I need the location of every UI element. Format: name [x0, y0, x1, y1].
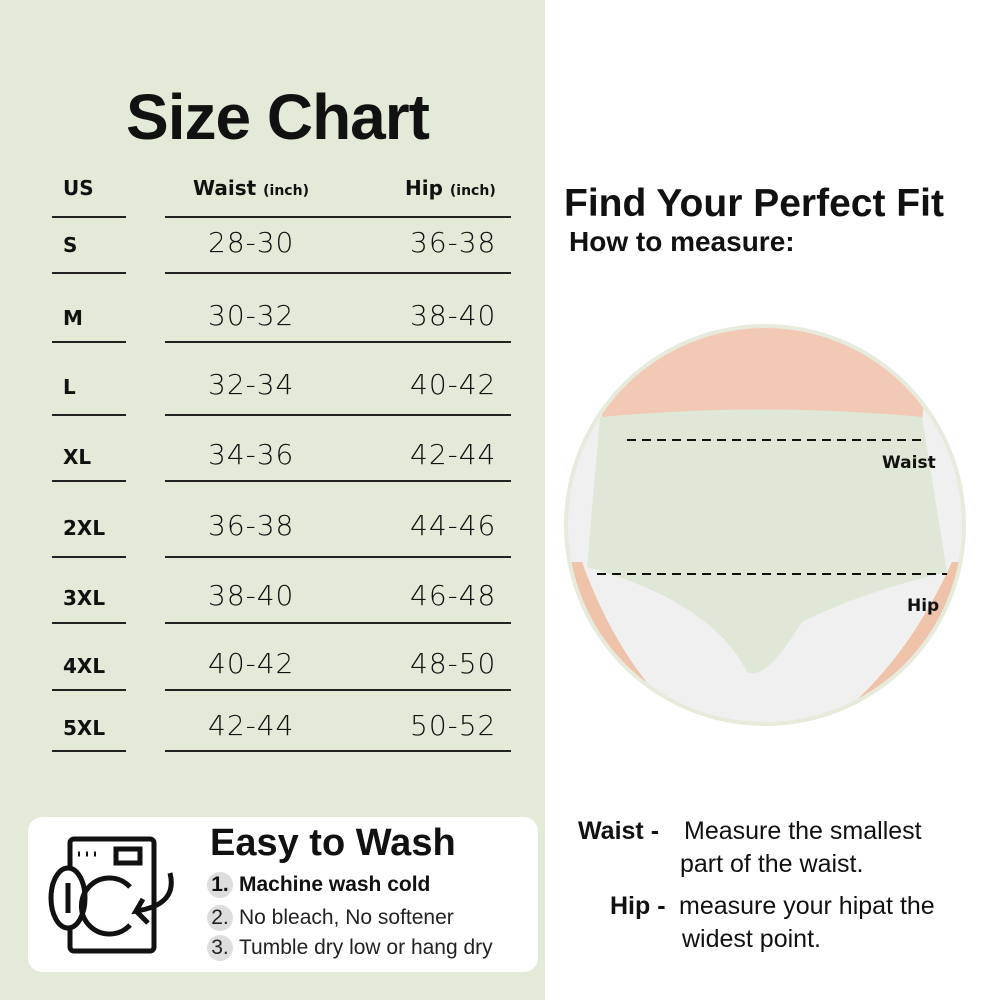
waist-value: 32-34 [208, 368, 295, 401]
header-hip-label: Hip [405, 176, 443, 200]
wash-item: 1. Machine wash cold [207, 872, 430, 898]
size-label: S [63, 233, 78, 257]
wash-item-number: 1. [207, 872, 233, 898]
hip-value: 36-38 [410, 226, 497, 259]
divider [165, 341, 511, 343]
waist-value: 40-42 [208, 647, 295, 680]
wash-item-number: 3. [207, 935, 233, 961]
wash-item-number: 2. [207, 905, 233, 931]
hip-desc-2: widest point. [682, 925, 821, 953]
wash-item: 2. No bleach, No softener [207, 905, 454, 931]
header-us: US [63, 176, 94, 200]
divider [165, 556, 511, 558]
waist-value: 30-32 [208, 299, 295, 332]
divider [52, 414, 126, 416]
fit-title: Find Your Perfect Fit [564, 182, 944, 225]
waist-value: 36-38 [208, 509, 295, 542]
size-label: 5XL [63, 716, 106, 740]
waist-term: Waist - [578, 817, 660, 845]
size-label: 4XL [63, 654, 106, 678]
header-waist-unit: (inch) [263, 183, 309, 199]
size-label: M [63, 306, 83, 330]
divider [165, 414, 511, 416]
hip-value: 42-44 [410, 438, 497, 471]
hip-value: 46-48 [410, 579, 497, 612]
hip-value: 50-52 [410, 709, 497, 742]
page-title: Size Chart [126, 81, 430, 153]
waist-desc-1: Measure the smallest [684, 817, 922, 845]
waist-value: 34-36 [208, 438, 295, 471]
size-label: L [63, 375, 76, 399]
header-waist: Waist (inch) [193, 176, 309, 200]
divider [165, 480, 511, 482]
hip-value: 40-42 [410, 368, 497, 401]
divider [52, 341, 126, 343]
waist-desc-2: part of the waist. [680, 850, 864, 878]
hip-label: Hip [907, 596, 939, 616]
waist-value: 42-44 [208, 709, 295, 742]
divider [52, 272, 126, 274]
wash-item-text: Tumble dry low or hang dry [239, 936, 493, 959]
divider [165, 689, 511, 691]
hip-value: 38-40 [410, 299, 497, 332]
waist-value: 28-30 [208, 226, 295, 259]
divider [52, 750, 126, 752]
divider [165, 216, 511, 218]
header-waist-label: Waist [193, 176, 257, 200]
divider [52, 689, 126, 691]
divider [165, 622, 511, 624]
waist-label: Waist [882, 453, 936, 473]
size-label: XL [63, 445, 92, 469]
divider [52, 480, 126, 482]
hip-desc-1: measure your hipat the [679, 892, 935, 920]
header-hip: Hip (inch) [405, 176, 496, 200]
wash-item-text: No bleach, No softener [239, 906, 454, 929]
size-label: 3XL [63, 586, 106, 610]
waist-value: 38-40 [208, 579, 295, 612]
hip-value: 48-50 [410, 647, 497, 680]
wash-item: 3. Tumble dry low or hang dry [207, 935, 493, 961]
divider [52, 556, 126, 558]
divider [52, 622, 126, 624]
wash-item-text: Machine wash cold [239, 873, 431, 896]
hip-value: 44-46 [410, 509, 497, 542]
size-label: 2XL [63, 516, 106, 540]
header-hip-unit: (inch) [449, 183, 496, 199]
divider [165, 272, 511, 274]
wash-card [28, 817, 538, 972]
how-to-measure: How to measure: [569, 226, 795, 257]
measurement-photo: Waist Hip [564, 324, 966, 726]
wash-title: Easy to Wash [210, 822, 456, 864]
washing-machine-icon [48, 836, 174, 954]
divider [52, 216, 126, 218]
divider [165, 750, 511, 752]
hip-term: Hip - [610, 892, 666, 920]
